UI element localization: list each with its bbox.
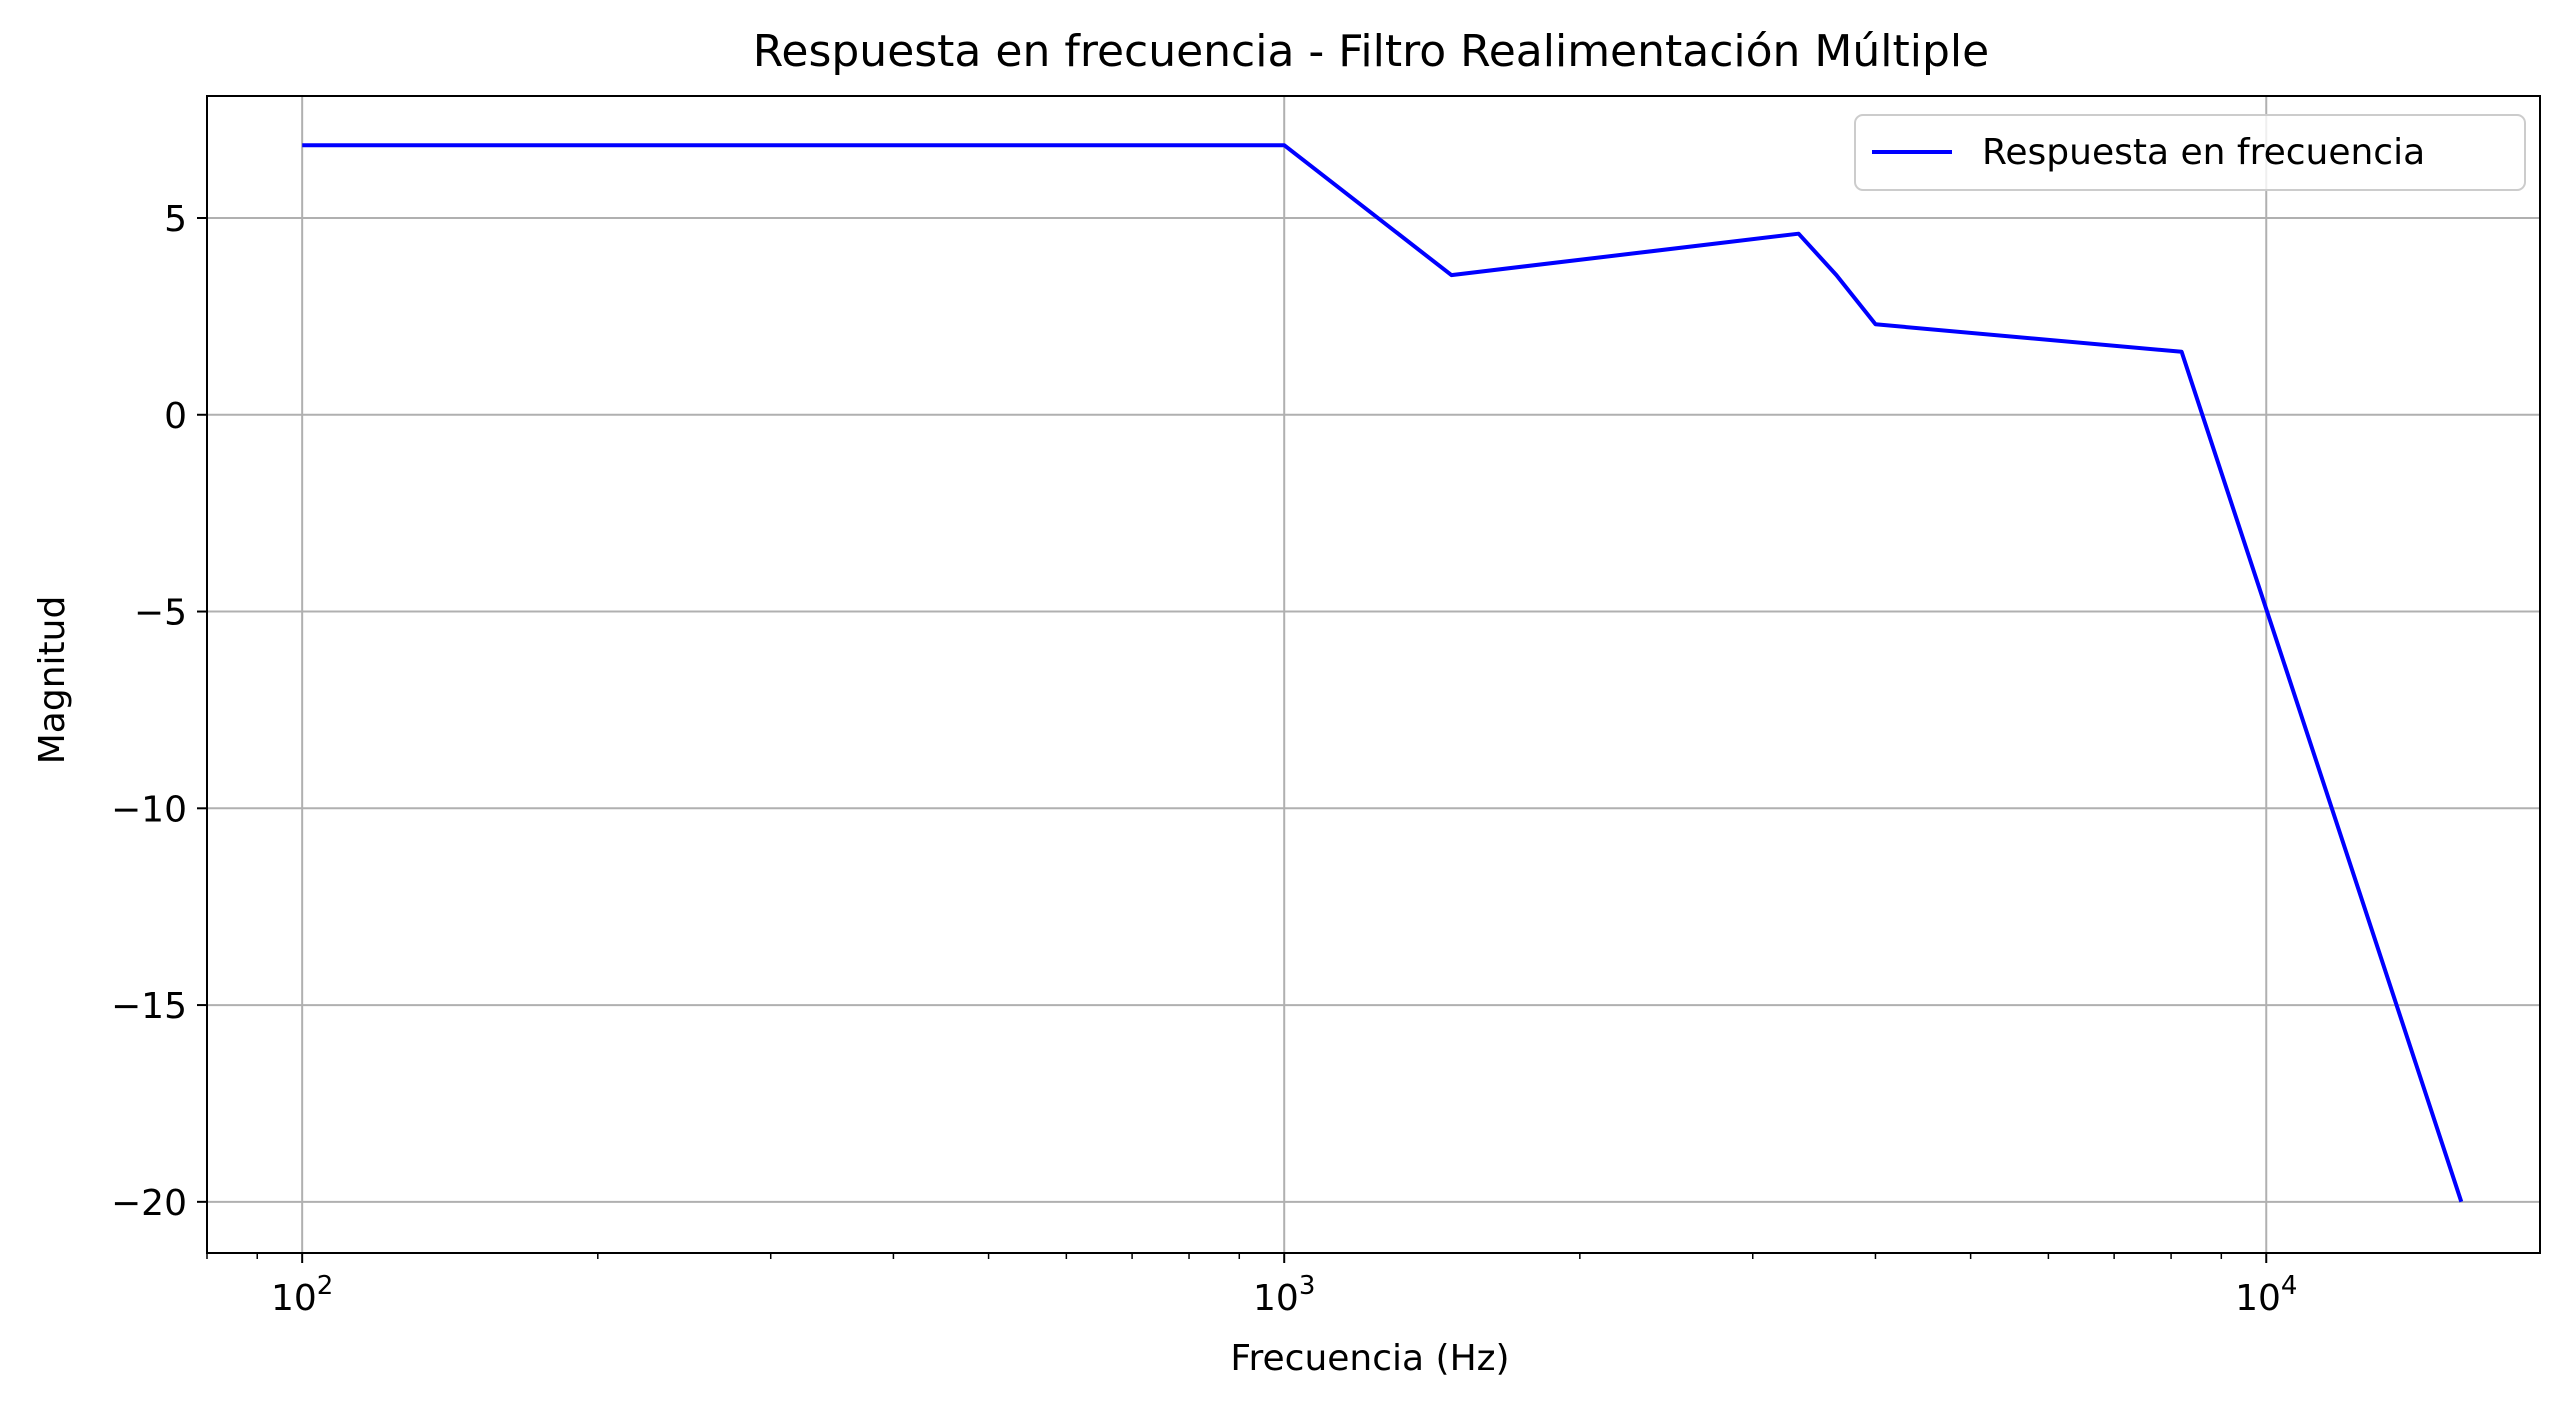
x-tick-label: 104 [2235, 1271, 2297, 1319]
x-axis-label: Frecuencia (Hz) [1230, 1338, 1509, 1379]
y-tick-label: −20 [111, 1183, 187, 1224]
x-tick-labels: 102 103 104 [271, 1271, 2297, 1319]
plot-frame [206, 95, 2541, 1254]
y-tick-label: 0 [164, 396, 187, 437]
chart-title: Respuesta en frecuencia - Filtro Realime… [753, 26, 1989, 77]
x-tick-label: 103 [1253, 1271, 1315, 1319]
y-tick-label: −10 [111, 789, 187, 830]
y-axis-label: Magnitud [32, 596, 73, 765]
y-tick-label: −15 [111, 986, 187, 1027]
major-ticks [197, 216, 2268, 1263]
y-tick-labels: 5 0 −5 −10 −15 −20 [111, 199, 187, 1224]
legend-label: Respuesta en frecuencia [1982, 132, 2425, 173]
x-tick-label: 102 [271, 1271, 333, 1319]
legend: Respuesta en frecuencia [1854, 114, 2526, 191]
series-lines [302, 143, 2464, 1203]
series-line [302, 143, 2464, 1203]
grid-lines [207, 96, 2540, 1253]
y-tick-label: −5 [134, 593, 187, 634]
legend-box [1854, 114, 2526, 191]
y-tick-label: 5 [164, 199, 187, 240]
